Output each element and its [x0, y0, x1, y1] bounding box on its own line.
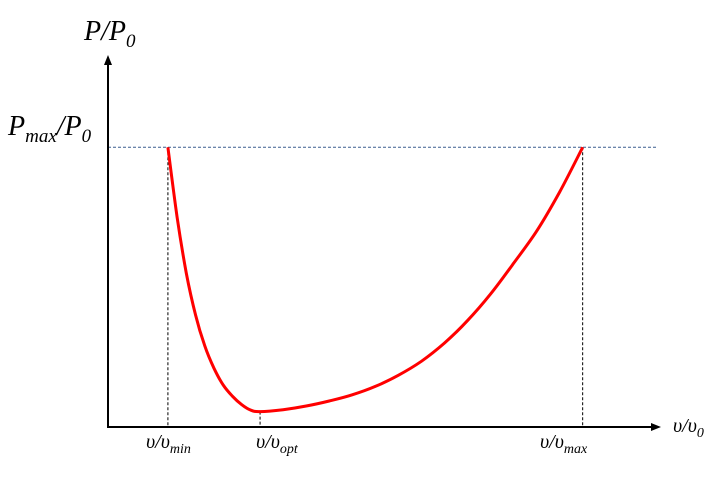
- pmax-label: Pmax/P0: [7, 111, 92, 147]
- power-curve-series: [166, 146, 585, 414]
- vertical-guides: [167, 147, 584, 427]
- x-tick-label-opt: υ/υopt: [256, 431, 299, 457]
- x-tick-label-min: υ/υmin: [146, 431, 191, 457]
- x-tick-label-max: υ/υmax: [540, 431, 588, 457]
- x-axis-label: υ/υ0: [673, 415, 704, 441]
- y-axis-label: P/P0: [83, 16, 136, 52]
